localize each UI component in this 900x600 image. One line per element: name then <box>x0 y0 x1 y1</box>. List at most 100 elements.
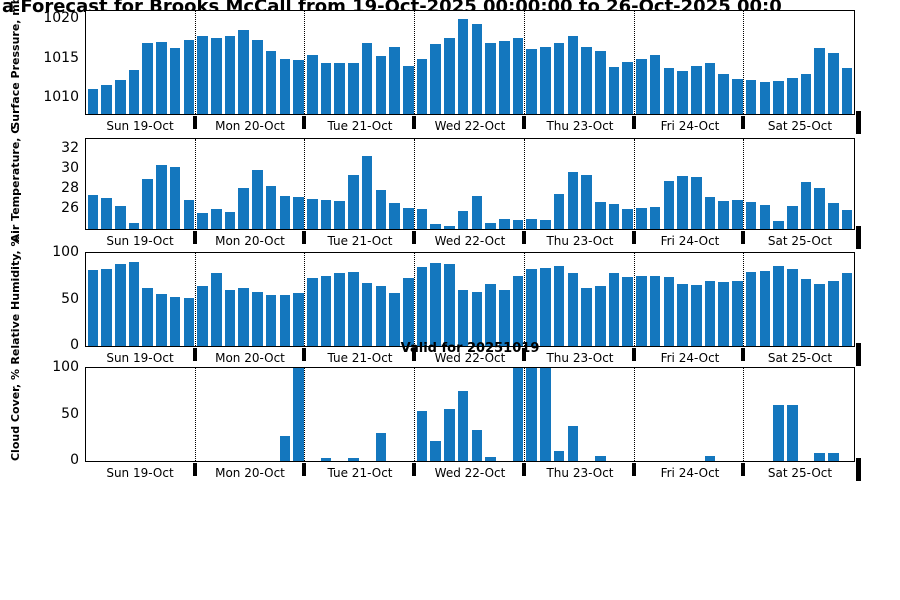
bar <box>279 435 291 461</box>
y-tick-label: 50 <box>61 405 79 422</box>
day-label: Fri 24-Oct <box>660 119 720 133</box>
bar <box>814 452 826 461</box>
bar <box>841 273 853 346</box>
bar <box>279 196 291 229</box>
day-boundary-line <box>743 253 745 346</box>
bar <box>512 37 524 114</box>
bar <box>210 209 222 229</box>
bar <box>773 266 784 346</box>
bar <box>594 51 606 114</box>
day-boundary-tick <box>631 348 636 361</box>
bar <box>732 79 743 114</box>
air-temperature-plot: 26 28 30 32 <box>61 138 855 230</box>
day-boundary-line <box>304 139 306 229</box>
day-label: Mon 20-Oct <box>215 119 285 133</box>
bar <box>457 290 469 346</box>
day-boundary-tick <box>412 116 417 129</box>
y-tick-label: 1020 <box>43 9 79 26</box>
day-boundary-line <box>414 368 416 461</box>
bar <box>814 188 826 229</box>
day-boundary-tick <box>631 231 636 244</box>
bar <box>828 203 839 229</box>
day-label: Thu 23-Oct <box>546 234 614 248</box>
bar <box>786 268 798 346</box>
day-boundary-tick <box>856 343 861 366</box>
bar <box>265 294 277 346</box>
day-label: Sun 19-Oct <box>106 351 174 365</box>
bar <box>581 288 592 346</box>
bar <box>457 211 469 229</box>
bar <box>526 49 538 114</box>
cloud-cover-panel: Cloud Cover, % 0 50 100 Sun 19-Oct Mon 20-O… <box>9 359 861 481</box>
day-boundary-line <box>743 11 745 114</box>
bar <box>649 207 661 229</box>
bar <box>732 200 743 229</box>
bar <box>389 293 400 346</box>
bar <box>745 79 757 114</box>
day-boundary-tick <box>521 116 526 129</box>
bar <box>416 266 428 346</box>
bar <box>293 197 304 229</box>
bar <box>265 186 277 229</box>
bar <box>197 213 208 229</box>
bar <box>334 272 346 346</box>
day-label: Tue 21-Oct <box>327 119 393 133</box>
bar <box>553 450 565 461</box>
day-label: Wed 22-Oct <box>434 234 506 248</box>
bar <box>183 200 195 229</box>
bar <box>444 226 455 229</box>
bar <box>114 79 126 114</box>
bar <box>471 23 483 114</box>
bar <box>471 196 483 229</box>
bar <box>252 40 263 114</box>
bar <box>718 281 730 346</box>
day-label: Wed 22-Oct <box>434 119 506 133</box>
day-boundary-line <box>194 139 196 229</box>
bar <box>169 167 181 229</box>
day-boundary-line <box>414 11 416 114</box>
bar <box>704 280 716 346</box>
bar <box>649 276 661 346</box>
day-label: Fri 24-Oct <box>660 234 720 248</box>
day-label: Sun 19-Oct <box>106 234 174 248</box>
bar <box>306 199 318 229</box>
bar <box>622 277 634 346</box>
day-boundary-line <box>304 368 306 461</box>
bar <box>169 296 181 346</box>
day-boundary-tick <box>856 226 861 249</box>
bar <box>553 42 565 114</box>
day-label: Thu 23-Oct <box>546 119 614 133</box>
bar <box>334 201 346 229</box>
bar <box>197 36 208 114</box>
bar <box>389 47 400 114</box>
bar <box>238 288 250 346</box>
day-label: Sat 25-Oct <box>767 119 833 133</box>
bar <box>210 37 222 114</box>
day-boundary-line <box>743 139 745 229</box>
bar <box>430 43 442 114</box>
bar <box>732 280 743 346</box>
bar <box>293 293 304 346</box>
bar <box>361 282 373 346</box>
day-boundary-line <box>523 139 525 229</box>
bar <box>348 271 359 346</box>
relative-humidity-plot: 0 50 100 <box>52 244 855 353</box>
bar <box>279 58 291 114</box>
bar <box>636 276 647 346</box>
day-boundary-line <box>523 368 525 461</box>
bar <box>773 80 784 114</box>
bar <box>690 284 702 346</box>
bar <box>828 280 839 346</box>
day-label: Fri 24-Oct <box>660 466 720 480</box>
bar <box>348 458 359 461</box>
y-tick-label: 26 <box>61 200 79 216</box>
bar <box>375 190 387 229</box>
surface-pressure-panel: Surface Pressure, mb 1010 1015 1020 Sun 19… <box>9 0 861 134</box>
day-label: Wed 22-Oct <box>434 466 506 480</box>
bar <box>101 268 112 346</box>
bar <box>238 30 250 114</box>
day-boundary-tick <box>302 463 307 476</box>
bar <box>183 297 195 346</box>
bar <box>128 69 140 114</box>
bar <box>430 441 442 461</box>
